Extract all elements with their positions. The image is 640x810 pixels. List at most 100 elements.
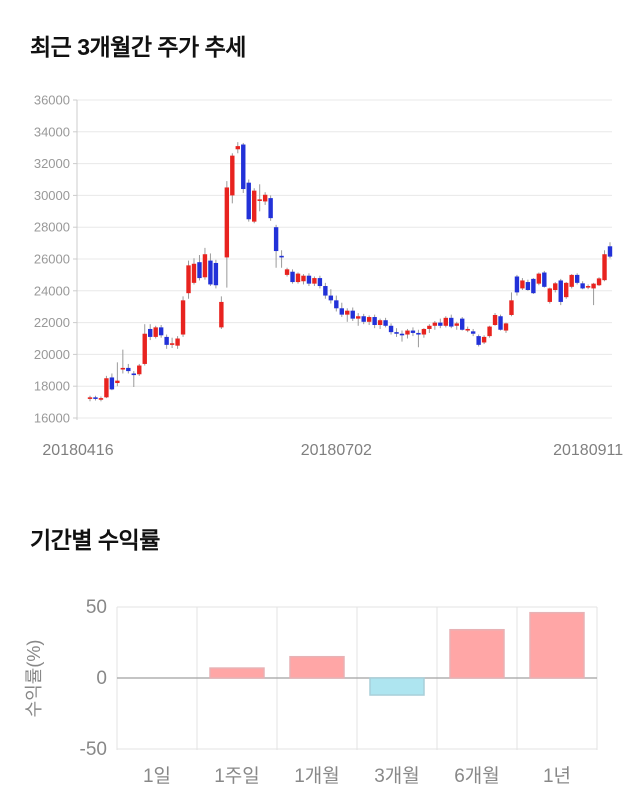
y-tick-label: 24000 <box>34 283 70 298</box>
candle-body <box>197 262 202 279</box>
candle-body <box>219 301 224 328</box>
candle-body <box>591 283 596 289</box>
candle-body <box>525 282 531 291</box>
candle-body <box>180 300 186 335</box>
candle-up <box>87 395 93 402</box>
candle-up <box>492 313 498 326</box>
candle-up <box>585 284 591 290</box>
candle-body <box>410 330 416 333</box>
y-tick-label: 18000 <box>34 379 70 394</box>
candle-up <box>284 267 290 277</box>
x-category-label: 1주일 <box>214 765 260 787</box>
candle-body <box>175 338 180 346</box>
candle-down <box>164 334 169 349</box>
candle-body <box>503 323 509 331</box>
candle-up <box>356 313 361 326</box>
candle-down <box>416 329 421 348</box>
candle-body <box>520 280 525 289</box>
candle-body <box>334 300 339 309</box>
candle-up <box>443 316 448 328</box>
candle-down <box>438 318 443 329</box>
y-tick-label: 28000 <box>34 220 70 235</box>
candle-up <box>427 324 432 333</box>
candle-body <box>191 263 197 283</box>
candle-up <box>366 315 372 325</box>
candle-down <box>460 317 465 331</box>
price-chart-title: 최근 3개월간 주가 추세 <box>30 34 246 60</box>
candle-body <box>213 262 219 286</box>
price-grid <box>73 99 612 419</box>
candle-body <box>476 336 481 345</box>
candle-body <box>317 278 323 287</box>
candle-down <box>273 224 279 268</box>
candle-down <box>197 255 202 281</box>
candle-down <box>328 289 334 304</box>
candle-body <box>361 316 366 322</box>
candle-up <box>591 282 596 306</box>
return-bar <box>449 628 505 679</box>
candle-body <box>224 187 230 258</box>
candle-body <box>607 246 613 257</box>
candle-up <box>536 272 542 286</box>
y-tick-label: 20000 <box>34 347 70 362</box>
y-tick-label: 36000 <box>34 93 70 108</box>
candle-body <box>153 327 158 337</box>
candle-up <box>481 335 487 345</box>
candle-up <box>602 250 607 282</box>
candle-body <box>569 274 574 287</box>
candle-up <box>377 318 383 329</box>
candle-up <box>569 274 574 289</box>
candle-up <box>454 321 459 330</box>
candle-body <box>602 254 607 281</box>
candle-down <box>306 273 312 287</box>
candle-up <box>262 192 268 205</box>
candle-body <box>542 272 547 287</box>
candle-body <box>366 317 372 322</box>
x-tick-label: 20180911 <box>553 442 623 459</box>
candle-down <box>574 273 580 285</box>
x-tick-label: 20180416 <box>42 442 113 459</box>
candle-body <box>596 278 602 286</box>
returns-grid <box>116 606 598 750</box>
candle-body <box>372 317 377 325</box>
candle-body <box>394 332 399 334</box>
candle-up <box>115 362 120 387</box>
candle-body <box>564 282 569 298</box>
x-category-label: 1일 <box>143 765 171 787</box>
candle-down <box>394 328 399 337</box>
candle-up <box>186 260 191 299</box>
candle-up <box>295 272 301 284</box>
candle-up <box>503 322 509 333</box>
candle-down <box>525 279 531 291</box>
candle-up <box>520 278 525 291</box>
candle-body <box>345 310 350 315</box>
candle-down <box>246 179 251 222</box>
return-bar <box>209 667 265 679</box>
candle-up <box>137 363 142 376</box>
candle-down <box>126 363 131 374</box>
candle-up <box>252 188 257 224</box>
candle-down <box>372 314 377 329</box>
candle-up <box>235 142 240 154</box>
candle-body <box>585 286 591 288</box>
candle-body <box>328 295 334 301</box>
candle-down <box>607 242 613 259</box>
candle-body <box>339 308 344 315</box>
candle-down <box>213 259 219 289</box>
candle-up <box>564 282 569 299</box>
x-category-label: 1년 <box>543 765 571 787</box>
candle-up <box>219 296 224 329</box>
candle-down <box>339 302 344 318</box>
candle-up <box>224 181 230 288</box>
candle-body <box>142 333 147 364</box>
candle-body <box>574 274 580 283</box>
candle-body <box>230 155 235 196</box>
return-bar <box>529 611 585 679</box>
candle-body <box>301 275 306 282</box>
candle-body <box>449 317 454 327</box>
candle-down <box>498 314 503 331</box>
candle-body <box>241 144 246 190</box>
candle-body <box>531 278 536 294</box>
candle-up <box>230 153 235 204</box>
candle-down <box>558 278 563 306</box>
